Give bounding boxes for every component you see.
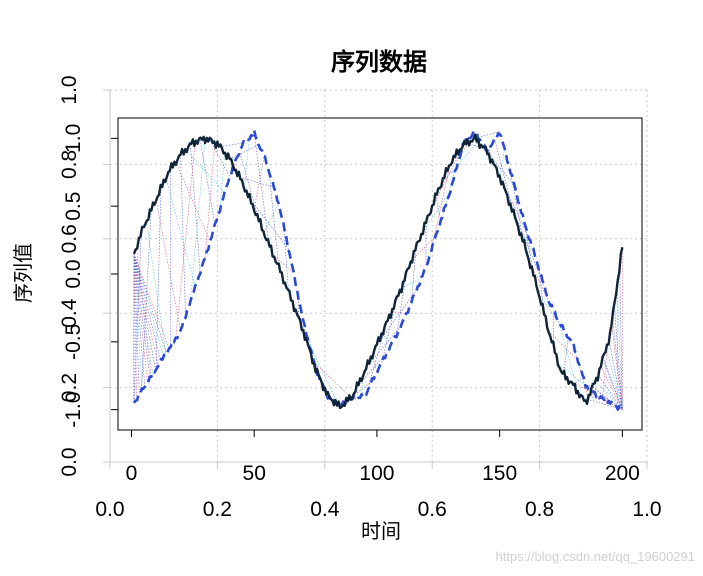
x-tick-label: 100	[359, 462, 394, 485]
connector-line	[133, 233, 142, 403]
connector-line	[391, 311, 407, 315]
y-tick-label: 1.0	[62, 124, 85, 153]
connector-line	[430, 142, 466, 210]
series-dashed-line	[132, 128, 624, 411]
connector-line	[616, 285, 623, 410]
connector-line	[603, 356, 623, 410]
outer-y-tick-label: 0.8	[58, 150, 81, 179]
connector-line	[219, 152, 226, 209]
connector-line	[133, 253, 154, 374]
connector-line	[263, 203, 280, 233]
connector-line	[175, 161, 211, 242]
connector-line	[155, 199, 181, 332]
connector-line	[602, 343, 608, 399]
connector-line	[133, 253, 146, 387]
connector-line	[133, 253, 170, 349]
connector-line	[133, 253, 148, 383]
watermark-annotation: https://blog.csdn.net/qq_19600291	[496, 549, 696, 564]
connector-line	[613, 305, 623, 410]
connector-line	[204, 142, 216, 258]
inner-plot: 0 50 100 150 200 -1.0 -0.5 0.0 0.5 1.0	[62, 117, 643, 485]
connector-line	[133, 253, 167, 354]
outer-y-tick-label: 0.2	[58, 373, 81, 402]
connector-line	[133, 253, 159, 366]
x-tick-label: 150	[482, 462, 517, 485]
connector-line	[595, 380, 623, 410]
connector-line	[133, 253, 140, 395]
outer-x-tick-label: 0.2	[203, 498, 232, 521]
outer-y-tick-label: 0.6	[58, 224, 81, 253]
connector-line	[608, 339, 623, 410]
outer-y-tick-label: 0.4	[58, 298, 81, 328]
connector-line	[587, 375, 599, 388]
connector-line	[190, 138, 206, 302]
y-tick-label: 0.5	[62, 192, 85, 221]
connector-line	[239, 151, 260, 221]
connector-line	[199, 139, 216, 226]
connector-line	[509, 167, 525, 245]
connector-line	[133, 253, 143, 391]
connector-line	[563, 336, 569, 375]
connector-line	[190, 144, 201, 273]
connector-line	[619, 266, 623, 410]
connector-line	[133, 253, 162, 362]
connector-line	[219, 142, 245, 148]
connector-line	[268, 170, 280, 268]
connector-line	[410, 247, 417, 303]
y-axis-label: 序列值	[11, 243, 35, 303]
connector-line	[611, 324, 623, 410]
connector-line	[600, 365, 623, 410]
connector-line	[239, 176, 274, 188]
chart-title: 序列数据	[331, 48, 427, 76]
outer-x-tick-label: 0.6	[418, 498, 447, 521]
connector-line	[548, 330, 579, 362]
connector-line	[401, 278, 422, 288]
connector-line	[229, 144, 260, 159]
x-tick-label: 0	[126, 462, 138, 485]
outer-y-tick-label: 1.0	[58, 75, 81, 104]
outer-x-tick-label: 0.0	[95, 498, 124, 521]
connector-line	[244, 137, 250, 188]
outer-x-tick-label: 0.8	[525, 498, 554, 521]
connector-line	[253, 132, 270, 245]
connector-line	[133, 253, 137, 399]
x-tick-label: 200	[605, 462, 640, 485]
connector-line	[303, 321, 324, 386]
connector-line	[381, 333, 392, 345]
connector-line	[185, 149, 225, 193]
outer-x-tick-label: 0.4	[310, 498, 340, 521]
connector-line	[303, 330, 338, 404]
connector-line	[538, 293, 564, 330]
connector-line	[376, 290, 417, 345]
connector-line	[597, 374, 623, 410]
connector-line	[312, 361, 353, 400]
outer-y-tick-label: 0.0	[58, 447, 81, 476]
connector-line	[435, 196, 442, 221]
connector-line	[165, 177, 196, 288]
y-tick-label: -1.0	[62, 392, 85, 428]
connector-line	[347, 381, 373, 401]
connector-line	[558, 320, 579, 393]
x-tick-label: 50	[243, 462, 266, 485]
y-tick-label: 0.0	[62, 259, 85, 288]
connector-line	[209, 140, 230, 177]
connector-line	[396, 273, 407, 335]
connector-line	[155, 188, 162, 369]
connector-line	[283, 226, 289, 293]
connector-line	[475, 131, 500, 139]
connector-line	[573, 376, 584, 386]
connector-line	[504, 189, 545, 285]
y-tick-label: -0.5	[62, 324, 85, 360]
series-solid-line	[132, 133, 624, 410]
outer-axes: 0.0 0.2 0.4 0.6 0.8 1.00.00.20.40.60.81.0	[58, 75, 662, 521]
x-axis-label: 时间	[361, 519, 401, 543]
outer-x-tick-label: 1.0	[632, 498, 661, 521]
connector-line	[440, 139, 481, 185]
connector-line	[273, 255, 294, 273]
connector-line	[499, 149, 505, 177]
